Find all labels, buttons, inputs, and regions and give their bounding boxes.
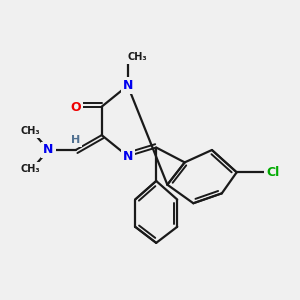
Text: CH₃: CH₃	[128, 52, 147, 62]
Text: N: N	[122, 79, 133, 92]
Text: O: O	[70, 101, 81, 114]
Text: H: H	[71, 135, 80, 145]
Text: N: N	[43, 143, 54, 157]
Text: CH₃: CH₃	[20, 164, 40, 174]
Text: CH₃: CH₃	[20, 126, 40, 136]
Text: N: N	[122, 150, 133, 163]
Text: Cl: Cl	[266, 166, 279, 179]
